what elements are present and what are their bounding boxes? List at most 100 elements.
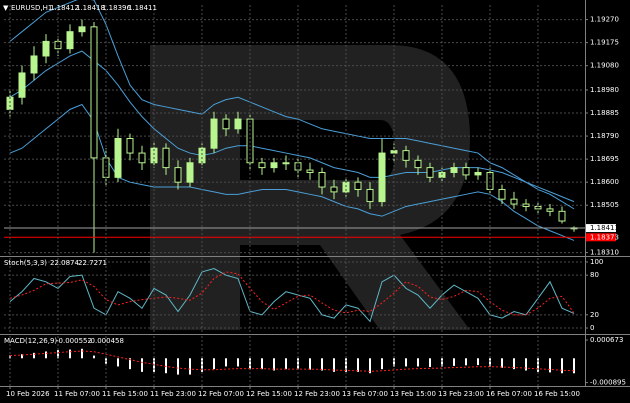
macd-title: MACD(12,26,9)	[4, 337, 57, 345]
y-tick-label: 1.19270	[590, 16, 619, 24]
y-tick-label: 1.18980	[590, 86, 619, 94]
candle-body	[306, 169, 314, 173]
title-arrow: ▼	[3, 4, 9, 12]
macd-bar	[285, 358, 287, 370]
y-tick-label: 1.19080	[590, 62, 619, 70]
macd-bar	[549, 358, 551, 373]
bollinger-band	[9, 0, 575, 203]
y-tick-label: 0	[590, 324, 594, 332]
candle-body	[558, 210, 566, 222]
y-tick-label: 80	[590, 271, 599, 279]
macd-bar	[381, 358, 383, 370]
candle-body	[66, 31, 74, 50]
candle-body	[114, 137, 122, 178]
macd-bar	[405, 358, 407, 367]
macd-bar	[429, 358, 431, 367]
macd-bar	[189, 358, 191, 375]
candle-body	[210, 118, 218, 149]
macd-bar	[441, 358, 443, 367]
macd-bar	[117, 358, 119, 367]
x-tick-label: 16 Feb 07:00	[486, 390, 532, 398]
macd-bar	[33, 352, 35, 359]
candle-body	[138, 152, 146, 164]
candle-body	[378, 152, 386, 203]
y-tick-label: 1.18310	[590, 249, 619, 257]
macd-bar	[21, 354, 23, 359]
candle-body	[282, 162, 290, 165]
stoch-title: Stoch(5,3,3)	[4, 259, 47, 267]
candle-body	[546, 208, 554, 212]
bollinger-band	[9, 50, 575, 210]
price-tag-label: 1.18411	[590, 224, 619, 232]
macd-bar	[249, 358, 251, 370]
macd-bar	[93, 355, 95, 359]
macd-bar	[309, 358, 311, 370]
candle-body	[234, 118, 242, 130]
y-tick-label: 1.18600	[590, 178, 619, 186]
signal-value: -0.000458	[88, 337, 124, 345]
macd-bar	[213, 358, 215, 370]
x-tick-label: 11 Feb 07:00	[54, 390, 100, 398]
y-tick-label: 0.000673	[590, 336, 623, 344]
candle-body	[30, 55, 38, 74]
macd-bar	[45, 351, 47, 359]
candle-body	[270, 162, 278, 169]
y-tick-label: 100	[590, 258, 603, 266]
x-tick-label: 12 Feb 07:00	[198, 390, 244, 398]
macd-bar	[69, 349, 71, 359]
macd-bar	[297, 358, 299, 370]
candle-body	[318, 171, 326, 188]
open-value: 1.18412	[50, 4, 79, 12]
macd-bar	[237, 358, 239, 367]
price-tag	[586, 233, 616, 242]
candle-body	[462, 167, 470, 176]
macd-bar	[165, 358, 167, 374]
candle-body	[450, 167, 458, 173]
candle-body	[330, 186, 338, 193]
candle-body	[90, 26, 98, 159]
x-tick-label: 12 Feb 23:00	[294, 390, 340, 398]
price-tag-label: 1.18373	[590, 233, 619, 241]
macd-bar	[177, 358, 179, 375]
candle-body	[186, 162, 194, 183]
y-tick-label: 1.18885	[590, 109, 619, 117]
macd-bar	[129, 358, 131, 370]
macd-bar	[81, 348, 83, 359]
macd-bar	[525, 358, 527, 371]
candle-body	[42, 40, 50, 57]
macd-bar	[357, 358, 359, 372]
candle-body	[366, 188, 374, 203]
x-tick-label: 13 Feb 07:00	[342, 390, 388, 398]
y-tick-label: 20	[590, 311, 599, 319]
candle-body	[18, 72, 26, 98]
stoch-d-value: 22.7271	[78, 259, 107, 267]
chart-title: EURUSD,H1	[11, 4, 52, 12]
macd-bar	[573, 358, 575, 374]
macd-bar	[369, 358, 371, 374]
x-tick-label: 16 Feb 15:00	[534, 390, 580, 398]
candle-body	[522, 203, 530, 207]
watermark	[150, 45, 470, 330]
macd-bar	[57, 350, 59, 359]
candle-body	[78, 26, 86, 33]
candle-body	[402, 150, 410, 161]
close-value: 1.18411	[128, 4, 157, 12]
y-tick-label: 1.18695	[590, 155, 619, 163]
macd-bar	[321, 358, 323, 371]
macd-bar	[417, 358, 419, 367]
macd-value: -0.000552	[56, 337, 92, 345]
macd-bar	[261, 358, 263, 370]
x-tick-label: 13 Feb 23:00	[438, 390, 484, 398]
bollinger-band	[9, 103, 575, 241]
macd-bar	[273, 358, 275, 371]
plot: 1.19270 1.19175 1.19080 1.18980 1.18885 1.187…	[4, 0, 626, 398]
candle-body	[6, 96, 14, 110]
indicator-line	[9, 268, 575, 323]
x-tick-label: 11 Feb 23:00	[150, 390, 196, 398]
candle-body	[354, 181, 362, 190]
stoch-k-value: 22.0874	[50, 259, 79, 267]
y-tick-label: 1.19175	[590, 39, 619, 47]
